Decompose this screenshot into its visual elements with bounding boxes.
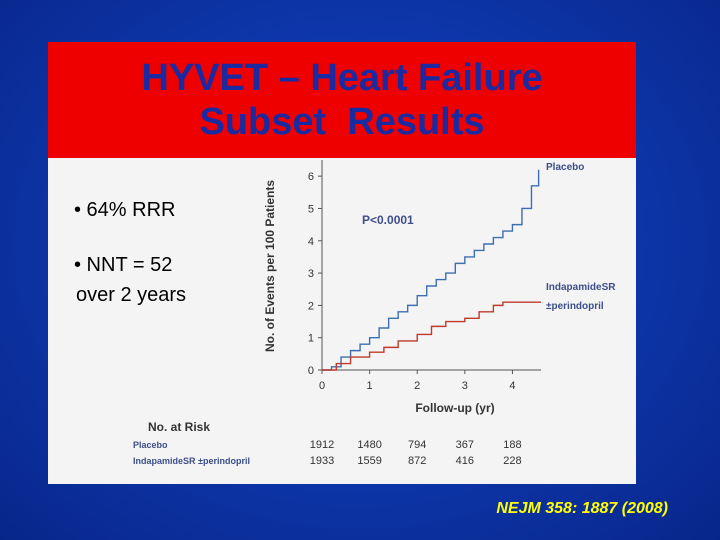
- x-tick-label-1: 1: [367, 380, 373, 392]
- risk-table-header: No. at Risk: [148, 420, 210, 434]
- bullet-rrr: • 64% RRR: [74, 199, 176, 221]
- x-tick-label-4: 4: [509, 380, 515, 392]
- bullet-nnt-duration: over 2 years: [76, 284, 187, 306]
- legend-indapamide-line1: IndapamideSR: [546, 282, 616, 293]
- risk-value-indapamide-3: 416: [456, 455, 474, 467]
- y-tick-label-6: 6: [308, 171, 314, 183]
- y-tick-label-4: 4: [308, 236, 314, 248]
- slide-title-line-1: HYVET – Heart Failure: [141, 57, 543, 99]
- bullet-nnt: • NNT = 52: [74, 254, 173, 276]
- risk-value-placebo-4: 188: [503, 439, 521, 451]
- risk-value-placebo-2: 794: [408, 439, 426, 451]
- y-tick-label-2: 2: [308, 300, 314, 312]
- series-line-indapamide: [322, 301, 541, 371]
- slide-title-line-2: Subset Results: [199, 101, 485, 143]
- x-axis-label: Follow-up (yr): [415, 401, 494, 415]
- x-tick-label-0: 0: [319, 380, 325, 392]
- risk-value-placebo-1: 1480: [357, 439, 381, 451]
- risk-value-indapamide-0: 1933: [310, 455, 334, 467]
- risk-value-indapamide-1: 1559: [357, 455, 381, 467]
- p-value-annotation: P<0.0001: [362, 213, 414, 227]
- x-tick-label-2: 2: [414, 380, 420, 392]
- title-bar: HYVET – Heart Failure Subset Results: [48, 42, 636, 158]
- citation: NEJM 358: 1887 (2008): [496, 500, 668, 517]
- risk-value-placebo-0: 1912: [310, 439, 334, 451]
- risk-value-placebo-3: 367: [456, 439, 474, 451]
- risk-row-indapamide-label: IndapamideSR ±perindopril: [133, 456, 250, 466]
- series-line-placebo: [322, 169, 540, 371]
- y-tick-label-3: 3: [308, 268, 314, 280]
- y-tick-label-5: 5: [308, 203, 314, 215]
- risk-value-indapamide-4: 228: [503, 455, 521, 467]
- y-tick-label-1: 1: [308, 333, 314, 345]
- risk-value-indapamide-2: 872: [408, 455, 426, 467]
- risk-row-placebo-label: Placebo: [133, 440, 168, 450]
- legend-indapamide-line2: ±perindopril: [546, 301, 604, 312]
- legend-placebo: Placebo: [546, 162, 584, 173]
- y-tick-label-0: 0: [308, 365, 314, 377]
- y-axis-label: No. of Events per 100 Patients: [263, 180, 277, 352]
- x-tick-label-3: 3: [462, 380, 468, 392]
